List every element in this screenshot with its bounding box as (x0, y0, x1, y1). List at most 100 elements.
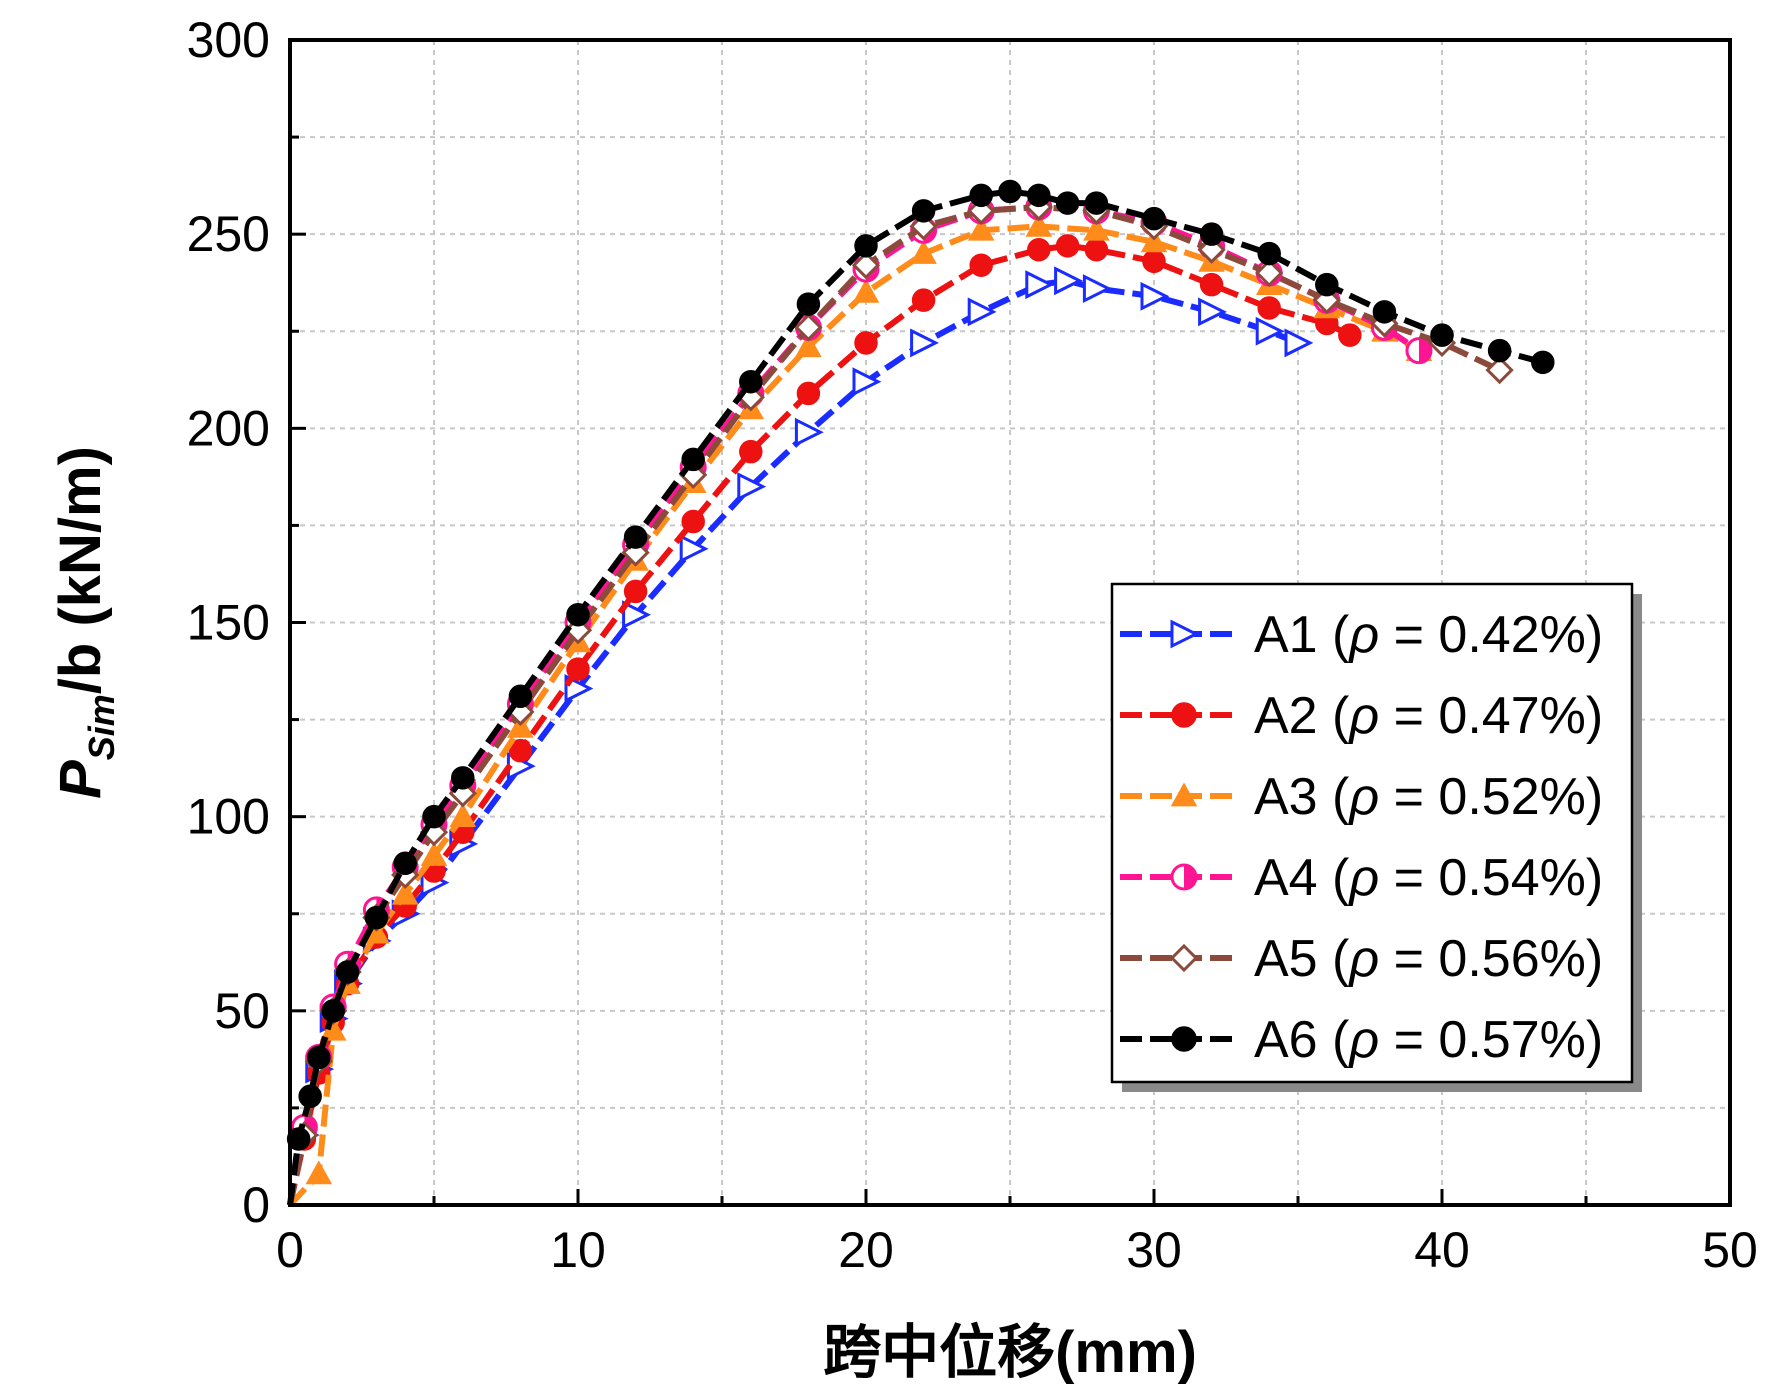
y-tick-labels: 0 50 100 150 200 250 300 (187, 12, 270, 1233)
data-point (1255, 316, 1285, 346)
data-point (566, 657, 590, 681)
data-point (681, 447, 705, 472)
y-axis-title-main: P (48, 760, 113, 799)
series-layer (286, 179, 1555, 1208)
legend-label: A2 (ρ = 0.47%) (1254, 687, 1603, 745)
legend-swatch-marker (1170, 782, 1198, 807)
data-point (910, 240, 937, 264)
legend-item-a2: A2 (ρ = 0.47%) (1120, 687, 1603, 745)
data-point (969, 183, 993, 208)
legend-label-value: = 0.52%) (1379, 768, 1603, 826)
legend-label-value: = 0.54%) (1379, 849, 1603, 907)
data-point (1199, 272, 1224, 297)
data-point (1142, 249, 1166, 274)
legend-box (1110, 582, 1634, 1084)
data-point (1054, 266, 1083, 296)
data-point (998, 179, 1022, 204)
data-point (967, 297, 997, 327)
legend-label-value: = 0.57%) (1379, 1011, 1603, 1069)
y-tick-label: 150 (187, 595, 270, 651)
x-tick-label: 10 (550, 1222, 606, 1278)
y-tick-label: 50 (214, 983, 270, 1039)
data-point (508, 738, 533, 763)
legend-label-value: = 0.42%) (1379, 606, 1603, 664)
data-point (852, 278, 880, 303)
data-point (286, 1127, 311, 1151)
data-point (451, 766, 475, 790)
data-point (1199, 222, 1224, 246)
legend-items: A1 (ρ = 0.42%)A2 (ρ = 0.47%)A3 (ρ = 0.52… (1120, 606, 1603, 1069)
data-point (508, 684, 533, 709)
data-point (1140, 281, 1170, 311)
legend-label-rho: ρ (1347, 768, 1379, 826)
legend-label: A4 (ρ = 0.54%) (1254, 849, 1603, 907)
data-point (1430, 323, 1454, 347)
legend-swatch-marker (1171, 702, 1197, 728)
legend-swatch-marker (1171, 1026, 1197, 1052)
y-tick-label: 250 (187, 206, 270, 262)
data-point (681, 509, 705, 534)
data-point (967, 216, 995, 241)
x-tick-label: 0 (276, 1222, 304, 1278)
data-point (1257, 241, 1281, 266)
data-point (1055, 191, 1080, 215)
data-point (1084, 191, 1109, 215)
legend-label-prefix: A3 ( (1254, 768, 1350, 826)
legend-item-a4: A4 (ρ = 0.54%) (1120, 849, 1603, 907)
data-point (794, 417, 824, 447)
data-point (420, 841, 448, 866)
data-point (739, 439, 763, 464)
data-point (796, 381, 821, 406)
y-axis-title: PSim/b (kN/m) (48, 446, 122, 799)
data-point (623, 525, 648, 549)
legend-label: A1 (ρ = 0.42%) (1254, 606, 1603, 664)
data-point (391, 880, 419, 905)
data-point (1487, 338, 1512, 363)
legend: A1 (ρ = 0.42%)A2 (ρ = 0.47%)A3 (ρ = 0.52… (1110, 582, 1642, 1092)
data-point (1084, 237, 1109, 262)
data-point (1055, 234, 1080, 258)
data-point (1257, 296, 1281, 320)
x-tick-label: 40 (1414, 1222, 1470, 1278)
y-axis-title-subscript: Sim (81, 694, 122, 760)
data-point (298, 1084, 322, 1109)
data-point (1140, 228, 1168, 253)
legend-label-rho: ρ (1347, 1011, 1379, 1069)
data-point (794, 313, 823, 342)
data-point (1082, 274, 1112, 303)
data-point (422, 804, 446, 829)
data-point (1025, 212, 1053, 237)
y-tick-label: 200 (187, 400, 270, 456)
data-point (969, 253, 993, 277)
data-point (307, 1045, 331, 1070)
data-point (739, 369, 763, 394)
y-tick-label: 300 (187, 12, 270, 68)
data-point (507, 713, 534, 738)
legend-label: A6 (ρ = 0.57%) (1254, 1011, 1603, 1069)
data-point (305, 1160, 333, 1185)
legend-label-prefix: A5 ( (1254, 930, 1350, 988)
x-tick-label: 50 (1702, 1222, 1758, 1278)
data-point (852, 367, 882, 397)
data-point-half (1418, 338, 1431, 363)
data-point (364, 905, 389, 930)
data-point (393, 851, 417, 876)
legend-item-a1: A1 (ρ = 0.42%) (1120, 606, 1603, 664)
legend-label-prefix: A4 ( (1254, 849, 1350, 907)
data-point (566, 602, 590, 627)
data-point (449, 803, 477, 828)
data-point (1027, 183, 1051, 208)
legend-label: A5 (ρ = 0.56%) (1254, 930, 1603, 988)
legend-label-prefix: A2 ( (1254, 687, 1350, 745)
legend-swatch-marker (1169, 943, 1199, 973)
series-a6 (286, 179, 1555, 1206)
data-point (1284, 328, 1314, 358)
legend-label-value: = 0.47%) (1379, 687, 1603, 745)
data-point (1142, 206, 1166, 231)
legend-label: A3 (ρ = 0.52%) (1254, 768, 1603, 826)
legend-label-rho: ρ (1347, 930, 1379, 988)
x-tick-label: 20 (838, 1222, 894, 1278)
data-point (795, 333, 822, 358)
data-point (851, 251, 881, 280)
